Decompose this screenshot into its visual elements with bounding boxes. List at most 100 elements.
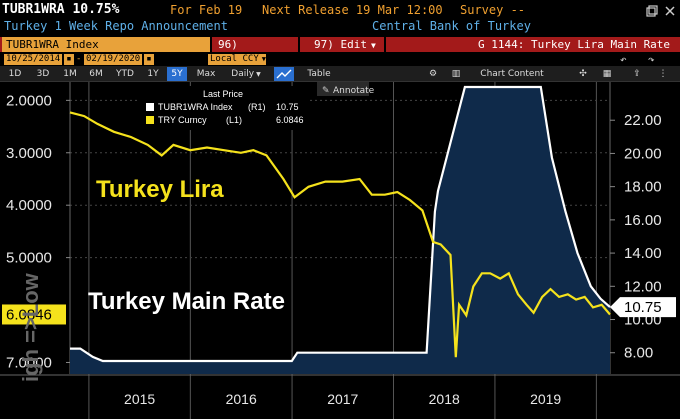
ticker-bar: TUBR1WRA 10.75% For Feb 19 Next Release … xyxy=(0,0,680,20)
chart-legend: Last Price TUBR1WRA Index (R1) 10.75 TRY… xyxy=(140,86,310,130)
annotate-label: Annotate xyxy=(333,86,375,96)
data-source: Central Bank of Turkey xyxy=(372,19,531,33)
ticker-symbol: TUBR1WRA 10.75% xyxy=(2,2,119,18)
period-1m[interactable]: 1M xyxy=(63,69,77,79)
x-tick-label: 2016 xyxy=(226,391,257,407)
x-tick-label: 2019 xyxy=(530,391,561,407)
calendar-icon[interactable]: ▪ xyxy=(144,54,154,65)
annotate-button-bg xyxy=(317,82,369,96)
next-release: Next Release 19 Mar 12:00 xyxy=(262,3,443,17)
price-chart[interactable]: 2.0000 3.0000 4.0000 5.0000 6.0846 7.0000 8.0… xyxy=(0,82,680,419)
chart-icon[interactable]: ▥ xyxy=(451,69,461,79)
legend-title: Last Price xyxy=(203,89,243,99)
chevron-down-icon: ▼ xyxy=(370,41,376,50)
legend-swatch-lira xyxy=(146,116,154,124)
edit-menu[interactable]: 97) Edit ▼ xyxy=(310,37,380,52)
window-controls xyxy=(646,2,676,17)
edit-label: 97) Edit xyxy=(314,38,367,51)
pencil-icon: ✎ xyxy=(322,86,330,96)
annotation-lira: Turkey Lira xyxy=(96,176,224,203)
grid-icon[interactable]: ▦ xyxy=(602,69,612,79)
actions-menu[interactable]: 96) Actions▼ xyxy=(214,37,296,66)
right-tick-label: 8.00 xyxy=(624,345,653,362)
close-icon[interactable] xyxy=(664,2,676,16)
divider xyxy=(384,37,386,52)
survey-value: Survey -- xyxy=(460,3,526,17)
rate-series-line xyxy=(70,85,611,363)
left-axis-title: igh =>Low xyxy=(18,272,43,382)
chart-toolbar: 1D 3D 1M 6M YTD 1Y 5Y Max Daily ▼ Table ⚙… xyxy=(0,66,680,82)
right-axis: 8.0010.0010.7512.0014.0016.0018.0020.002… xyxy=(610,112,676,362)
start-date-field[interactable]: 10/25/2014 xyxy=(4,54,62,65)
period-1d[interactable]: 1D xyxy=(8,69,22,79)
command-bar: TUBR1WRA Index 96) Actions▼ 97) Edit▼ G … xyxy=(0,37,680,66)
x-tick-label: 2017 xyxy=(327,391,358,407)
legend-name-lira: TRY Curncy xyxy=(158,115,207,125)
frequency-value: Daily xyxy=(231,69,255,79)
chevron-down-icon: ▼ xyxy=(261,55,266,63)
more-icon[interactable]: ⋮ xyxy=(658,69,668,79)
legend-swatch-rate xyxy=(146,103,154,111)
last-price: 10.75% xyxy=(72,2,120,17)
period-max[interactable]: Max xyxy=(196,69,216,79)
left-axis: 2.0000 3.0000 4.0000 5.0000 6.0846 7.0000 xyxy=(2,92,70,371)
chevron-down-icon: ▼ xyxy=(256,71,261,78)
restore-icon[interactable] xyxy=(646,2,658,17)
right-last-price-badge xyxy=(610,297,676,318)
frequency-select[interactable]: Daily ▼ xyxy=(226,67,266,81)
right-last-price-label: 10.75 xyxy=(624,299,662,316)
left-tick-label: 7.0000 xyxy=(6,354,52,371)
divider xyxy=(298,37,300,52)
legend-name-rate: TUBR1WRA Index xyxy=(158,102,233,112)
legend-axis-rate: (R1) xyxy=(248,102,266,112)
left-tick-label: 2.0000 xyxy=(6,92,52,109)
description-bar: Turkey 1 Week Repo Announcement Central … xyxy=(0,18,680,35)
legend-value-rate: 10.75 xyxy=(276,102,299,112)
rate-area-fill xyxy=(70,87,610,374)
right-tick-label: 20.00 xyxy=(624,145,662,162)
x-tick-label: 2018 xyxy=(429,391,460,407)
annotation-main-rate: Turkey Main Rate xyxy=(88,288,285,315)
x-tick-label: 2015 xyxy=(124,391,155,407)
security-field[interactable]: TUBR1WRA Index xyxy=(2,37,210,52)
divider xyxy=(210,37,212,52)
period-1y[interactable]: 1Y xyxy=(147,69,159,79)
date-separator: - xyxy=(76,54,82,64)
share-icon[interactable]: ⇪ xyxy=(633,69,641,79)
chart-content-button[interactable]: Chart Content xyxy=(480,69,544,79)
period-5y[interactable]: 5Y xyxy=(167,67,187,81)
right-tick-label: 16.00 xyxy=(624,212,662,229)
release-for: For Feb 19 xyxy=(170,3,243,17)
left-tick-label: 3.0000 xyxy=(6,145,52,162)
settings-icon[interactable]: ⚙ xyxy=(428,69,438,79)
period-6m[interactable]: 6M xyxy=(89,69,103,79)
ticker-code: TUBR1WRA xyxy=(2,2,65,17)
right-tick-label: 22.00 xyxy=(624,112,662,129)
left-last-price-label: 6.0846 xyxy=(6,306,52,323)
right-tick-label: 18.00 xyxy=(624,179,662,196)
currency-value: Local CCY xyxy=(210,54,259,64)
right-tick-label: 14.00 xyxy=(624,245,662,262)
lira-series-line xyxy=(69,111,611,358)
table-button[interactable]: Table xyxy=(307,69,331,79)
legend-axis-lira: (L1) xyxy=(226,115,242,125)
left-last-price-badge xyxy=(2,304,66,325)
period-ytd[interactable]: YTD xyxy=(116,69,134,79)
calendar-icon[interactable]: ▪ xyxy=(64,54,74,65)
x-axis: 2015 2016 2017 2018 2019 xyxy=(124,391,561,407)
end-date-field[interactable]: 02/19/2020 xyxy=(84,54,142,65)
security-description: Turkey 1 Week Repo Announcement xyxy=(4,19,228,33)
page-title: G 1144: Turkey Lira Main Rate xyxy=(478,38,671,51)
left-tick-label: 4.0000 xyxy=(6,197,52,214)
period-3d[interactable]: 3D xyxy=(36,69,50,79)
redo-icon[interactable]: ↷ xyxy=(648,53,655,66)
left-tick-label: 5.0000 xyxy=(6,250,52,267)
right-tick-label: 12.00 xyxy=(624,278,662,295)
annotate-button[interactable]: ✎ Annotate xyxy=(317,82,375,96)
legend-background xyxy=(140,86,310,130)
line-chart-icon[interactable] xyxy=(274,67,294,81)
legend-value-lira: 6.0846 xyxy=(276,115,304,125)
undo-icon[interactable]: ↶ xyxy=(620,53,627,66)
zoom-icon[interactable]: ✣ xyxy=(579,69,587,79)
currency-select[interactable]: Local CCY ▼ xyxy=(208,54,266,65)
